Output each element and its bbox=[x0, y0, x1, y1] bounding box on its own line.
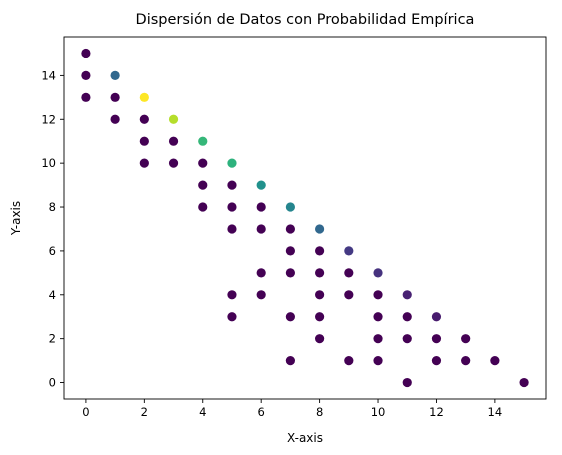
data-point bbox=[315, 268, 325, 278]
data-point bbox=[168, 136, 179, 146]
data-point bbox=[315, 224, 325, 234]
data-point bbox=[285, 202, 295, 212]
data-point bbox=[139, 136, 149, 146]
data-point bbox=[227, 180, 237, 190]
data-point bbox=[344, 246, 354, 256]
data-point bbox=[110, 92, 120, 102]
data-point bbox=[256, 180, 266, 190]
data-point bbox=[285, 268, 295, 278]
data-point bbox=[198, 202, 208, 212]
x-axis-ticks: 0 2 4 6 8 10 12 14 bbox=[82, 399, 502, 419]
data-point bbox=[81, 92, 91, 102]
data-point bbox=[198, 158, 208, 168]
data-point bbox=[110, 70, 120, 80]
y-tick-label: 12 bbox=[41, 112, 56, 126]
x-tick-label: 4 bbox=[199, 405, 206, 419]
data-point bbox=[227, 158, 237, 168]
data-point bbox=[344, 268, 354, 278]
data-point bbox=[198, 136, 208, 146]
data-point bbox=[402, 312, 412, 322]
data-point bbox=[285, 312, 295, 322]
data-point bbox=[285, 224, 295, 234]
data-point bbox=[227, 202, 237, 212]
data-point bbox=[315, 312, 325, 322]
data-point bbox=[402, 334, 412, 344]
data-point bbox=[431, 356, 442, 366]
data-point bbox=[256, 202, 266, 212]
data-point bbox=[198, 180, 208, 190]
data-point bbox=[139, 92, 149, 102]
data-point bbox=[373, 334, 383, 344]
data-point bbox=[168, 158, 179, 168]
data-point bbox=[461, 334, 471, 344]
y-tick-label: 14 bbox=[41, 68, 56, 82]
y-tick-label: 6 bbox=[49, 244, 56, 258]
data-point bbox=[227, 224, 237, 234]
data-point bbox=[373, 268, 383, 278]
plot-area-frame bbox=[63, 36, 547, 400]
data-point bbox=[344, 290, 354, 300]
y-axis-ticks: 0 2 4 6 8 10 12 14 bbox=[41, 68, 64, 390]
data-point bbox=[256, 224, 266, 234]
x-tick-label: 8 bbox=[316, 405, 323, 419]
data-point bbox=[256, 290, 266, 300]
x-tick-label: 12 bbox=[429, 405, 444, 419]
data-point bbox=[373, 290, 383, 300]
data-point bbox=[315, 246, 325, 256]
data-point bbox=[227, 312, 237, 322]
y-tick-label: 0 bbox=[49, 376, 56, 390]
data-point bbox=[344, 356, 354, 366]
data-point bbox=[139, 158, 149, 168]
data-point bbox=[373, 356, 383, 366]
y-tick-label: 10 bbox=[41, 156, 56, 170]
y-axis-title: Y-axis bbox=[9, 201, 23, 236]
data-point bbox=[402, 290, 412, 300]
data-point bbox=[168, 114, 179, 124]
x-tick-label: 2 bbox=[141, 405, 148, 419]
y-tick-label: 8 bbox=[49, 200, 56, 214]
data-point bbox=[285, 246, 295, 256]
data-point bbox=[110, 114, 120, 124]
data-point bbox=[285, 356, 295, 366]
data-point bbox=[431, 312, 442, 322]
y-tick-label: 4 bbox=[49, 288, 56, 302]
data-point bbox=[431, 334, 442, 344]
data-point bbox=[490, 356, 500, 366]
data-point bbox=[139, 114, 149, 124]
x-tick-label: 10 bbox=[371, 405, 386, 419]
data-point bbox=[461, 356, 471, 366]
chart-title: Dispersión de Datos con Probabilidad Emp… bbox=[136, 12, 475, 28]
y-tick-label: 2 bbox=[49, 332, 56, 346]
x-axis-title: X-axis bbox=[287, 431, 323, 445]
data-point bbox=[256, 268, 266, 278]
data-point bbox=[519, 377, 529, 388]
data-points bbox=[81, 48, 529, 388]
data-point bbox=[81, 70, 91, 80]
data-point bbox=[227, 290, 237, 300]
x-tick-label: 14 bbox=[488, 405, 503, 419]
data-point bbox=[315, 334, 325, 344]
data-point bbox=[81, 48, 91, 59]
x-tick-label: 6 bbox=[258, 405, 265, 419]
x-tick-label: 0 bbox=[82, 405, 89, 419]
data-point bbox=[315, 290, 325, 300]
data-point bbox=[373, 312, 383, 322]
data-point bbox=[402, 377, 412, 388]
